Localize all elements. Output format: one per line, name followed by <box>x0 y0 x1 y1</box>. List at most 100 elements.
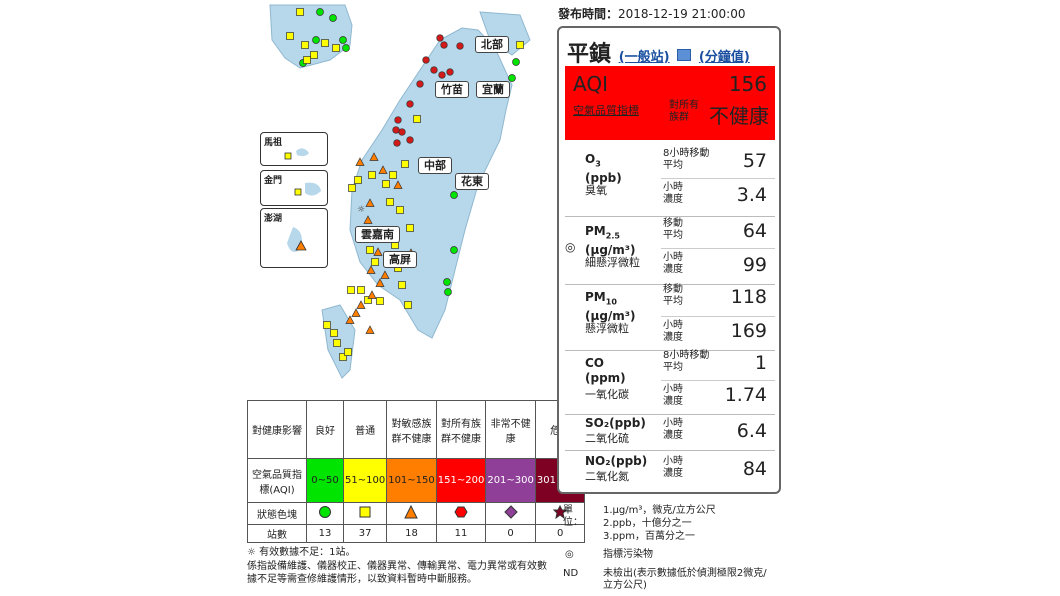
penghu-inset[interactable]: 澎湖 <box>260 208 328 268</box>
station-marker-moderate[interactable] <box>398 281 406 289</box>
station-marker-unhealthy[interactable] <box>406 136 414 144</box>
region-yunchianan[interactable]: 雲嘉南 <box>355 226 400 243</box>
region-yilan[interactable]: 宜蘭 <box>476 81 510 98</box>
station-marker-moderate[interactable] <box>404 301 412 309</box>
station-marker-good[interactable] <box>444 288 452 296</box>
station-marker-sensitive[interactable] <box>365 325 375 334</box>
station-marker-moderate[interactable] <box>368 171 376 179</box>
station-marker-sensitive[interactable] <box>380 270 390 279</box>
minute-value-link[interactable]: (分鐘值) <box>698 50 750 65</box>
station-marker-moderate[interactable] <box>321 39 329 47</box>
region-kaoping[interactable]: 高屏 <box>383 251 417 268</box>
station-marker-sensitive[interactable] <box>366 265 376 274</box>
matsu-inset[interactable]: 馬祖 <box>260 132 328 166</box>
pollutant-row-no2: NO₂(ppb) 二氧化氮 小時濃度 84 <box>565 450 775 486</box>
station-marker-moderate[interactable] <box>348 184 356 192</box>
region-hsinchu-miaoli[interactable]: 竹苗 <box>435 81 469 98</box>
unit-ppm: 3.ppm，百萬分之一 <box>603 531 695 542</box>
inset-label-penghu: 澎湖 <box>264 214 283 224</box>
region-central[interactable]: 中部 <box>418 157 452 174</box>
station-marker-unhealthy[interactable] <box>392 126 400 134</box>
station-marker-moderate[interactable] <box>376 297 384 305</box>
station-marker-moderate[interactable] <box>333 339 341 347</box>
station-marker-good[interactable] <box>508 74 516 82</box>
pm25-r1-label: 移動平均 <box>663 218 683 241</box>
station-marker-moderate[interactable] <box>310 51 318 59</box>
legend-header-sensitive: 對敏感族群不健康 <box>386 400 437 459</box>
station-marker-moderate[interactable] <box>332 44 340 52</box>
station-marker-good[interactable] <box>443 278 451 286</box>
station-marker-sensitive[interactable] <box>355 157 365 166</box>
station-marker-good[interactable] <box>312 36 320 44</box>
station-marker-moderate[interactable] <box>301 41 309 49</box>
station-marker-sensitive[interactable] <box>365 198 375 207</box>
station-marker-good[interactable] <box>450 246 458 254</box>
station-marker-sensitive[interactable] <box>363 215 373 224</box>
station-marker-unhealthy[interactable] <box>440 41 448 49</box>
station-marker-sensitive[interactable] <box>373 247 383 256</box>
station-marker-moderate[interactable] <box>296 8 304 16</box>
station-marker-moderate[interactable] <box>401 160 409 168</box>
kinmen-inset[interactable]: 金門 <box>260 170 328 206</box>
station-marker-unhealthy[interactable] <box>436 34 444 42</box>
aqi-sub-label[interactable]: 空氣品質指標 <box>573 104 639 117</box>
station-marker-unhealthy[interactable] <box>393 139 401 147</box>
station-marker-moderate[interactable] <box>371 258 379 266</box>
station-marker-sensitive[interactable] <box>393 180 403 189</box>
station-marker-unhealthy[interactable] <box>446 68 454 76</box>
station-marker-good[interactable] <box>316 8 324 16</box>
region-hualien-taitung[interactable]: 花東 <box>455 173 489 190</box>
station-marker-good[interactable] <box>329 14 337 22</box>
pollutant-cn-pm25: 細懸浮微粒 <box>585 256 640 269</box>
legend-shape-hexagon-icon <box>435 502 487 525</box>
station-marker-unhealthy[interactable] <box>394 116 402 124</box>
station-marker-unhealthy[interactable] <box>398 128 406 136</box>
station-marker-good[interactable] <box>512 58 520 66</box>
station-marker-moderate[interactable] <box>347 286 355 294</box>
so2-r1-label: 小時濃度 <box>663 418 683 441</box>
station-marker-moderate[interactable] <box>389 171 397 179</box>
station-type-link[interactable]: (一般站) <box>618 50 670 65</box>
station-marker-moderate[interactable] <box>323 321 331 329</box>
station-marker-sensitive[interactable] <box>351 308 361 317</box>
station-marker-unhealthy[interactable] <box>422 56 430 64</box>
station-marker-sensitive[interactable] <box>378 165 388 174</box>
station-marker-unhealthy[interactable] <box>456 42 464 50</box>
station-marker-unhealthy[interactable] <box>438 71 446 79</box>
aqi-label: AQI <box>573 72 608 96</box>
station-marker-good[interactable] <box>342 44 350 52</box>
station-marker-moderate[interactable] <box>406 224 414 232</box>
chart-icon[interactable] <box>677 49 692 61</box>
station-marker-unhealthy[interactable] <box>416 80 424 88</box>
station-marker-moderate[interactable] <box>396 206 404 214</box>
station-marker-moderate[interactable] <box>330 329 338 337</box>
station-marker-moderate[interactable] <box>357 286 365 294</box>
station-marker-unhealthy[interactable] <box>406 100 414 108</box>
station-marker-unhealthy[interactable] <box>430 66 438 74</box>
pollutant-name-no2: NO₂(ppb) <box>585 454 648 468</box>
station-marker-moderate[interactable] <box>354 176 362 184</box>
station-marker-sensitive[interactable] <box>367 290 377 299</box>
pollutant-cn-no2: 二氧化氮 <box>585 470 629 483</box>
station-marker-moderate[interactable] <box>364 296 372 304</box>
key-pollutant-marker: ◎ <box>565 240 576 254</box>
legend-shape-star-icon <box>534 502 586 525</box>
station-marker-moderate[interactable] <box>303 56 311 64</box>
station-marker-sensitive[interactable] <box>375 278 385 287</box>
station-marker-moderate[interactable] <box>413 115 421 123</box>
station-marker-moderate[interactable] <box>339 353 347 361</box>
region-north[interactable]: 北部 <box>475 36 509 53</box>
station-marker-good[interactable] <box>339 36 347 44</box>
pm25-r2-value: 99 <box>742 254 767 276</box>
station-marker-moderate[interactable] <box>516 41 524 49</box>
station-marker-moderate[interactable] <box>286 32 294 40</box>
station-marker-moderate[interactable] <box>366 246 374 254</box>
station-marker-sensitive[interactable] <box>369 152 379 161</box>
station-marker-moderate[interactable] <box>386 198 394 206</box>
station-marker-sensitive[interactable] <box>345 315 355 324</box>
station-marker-moderate[interactable] <box>382 180 390 188</box>
station-marker-good[interactable] <box>450 191 458 199</box>
legend-count-unhealthy: 11 <box>435 524 487 543</box>
station-marker-moderate[interactable] <box>344 348 352 356</box>
station-marker-sensitive[interactable] <box>356 300 366 309</box>
